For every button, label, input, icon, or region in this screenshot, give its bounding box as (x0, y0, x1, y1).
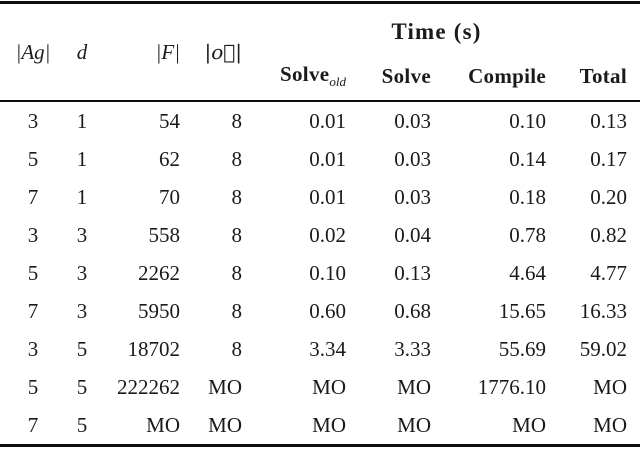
header-row-group: |Ag| d |F| |o⃗| Time (s) (0, 3, 640, 64)
table-row: 7 3 5950 8 0.60 0.68 15.65 16.33 (0, 292, 640, 330)
table-cell: 5 (27, 260, 39, 285)
table-row: 5 3 2262 8 0.10 0.13 4.64 4.77 (0, 254, 640, 292)
table-cell: 0.18 (509, 184, 546, 209)
solve-old-label: Solve (280, 61, 330, 86)
table-cell: 0.13 (394, 260, 431, 285)
table-cell: 3.34 (309, 336, 346, 361)
table-cell: MO (397, 374, 431, 399)
table-cell: 3 (76, 260, 88, 285)
table-cell: 222262 (117, 374, 180, 399)
table-cell: 5 (76, 412, 88, 437)
header-cell-solve-old: Solveold (246, 52, 350, 101)
table-cell: 8 (231, 222, 243, 247)
table-cell: 8 (231, 260, 243, 285)
table-cell: 1 (76, 146, 88, 171)
table-cell: 54 (159, 108, 180, 133)
table-cell: 3 (27, 222, 39, 247)
table-cell: 62 (159, 146, 180, 171)
table-cell: 8 (231, 108, 243, 133)
table-cell: 70 (159, 184, 180, 209)
table-cell: 0.13 (590, 108, 627, 133)
table-row: 3 1 54 8 0.01 0.03 0.10 0.13 (0, 101, 640, 140)
header-cell-o-vec: |o⃗| (204, 40, 242, 64)
table-cell: MO (208, 374, 242, 399)
table-row: 7 1 70 8 0.01 0.03 0.18 0.20 (0, 178, 640, 216)
table-cell: 5 (76, 374, 88, 399)
table-cell: 3.33 (394, 336, 431, 361)
table-cell: 0.02 (309, 222, 346, 247)
table-cell: 3 (76, 298, 88, 323)
table-cell: 59.02 (579, 336, 627, 361)
table-cell: MO (208, 412, 242, 437)
header-row-sub: Solveold Solve Compile Total (0, 52, 640, 101)
table-cell: MO (593, 412, 627, 437)
header-cell-solve: Solve (381, 63, 431, 88)
table-cell: 18702 (127, 336, 181, 361)
table-cell: 2262 (138, 260, 180, 285)
table-header: |Ag| d |F| |o⃗| Time (s) Solveold Solve … (0, 3, 640, 101)
table-cell: 8 (231, 184, 243, 209)
table-cell: 7 (27, 412, 39, 437)
table-cell: 0.03 (394, 108, 431, 133)
table-cell: 1 (76, 108, 88, 133)
header-cell-time-group: Time (s) (391, 19, 482, 44)
header-cell-compile: Compile (468, 63, 546, 88)
table-cell: 0.78 (509, 222, 546, 247)
table-cell: 3 (76, 222, 88, 247)
table-row: 7 5 MO MO MO MO MO MO (0, 406, 640, 446)
table-cell: 8 (231, 146, 243, 171)
table-cell: 0.01 (309, 184, 346, 209)
header-cell-total: Total (579, 63, 627, 88)
table-cell: 3 (27, 108, 39, 133)
table-cell: 0.82 (590, 222, 627, 247)
table-cell: 0.20 (590, 184, 627, 209)
table-cell: 5 (76, 336, 88, 361)
table-cell: 15.65 (498, 298, 546, 323)
table-cell: MO (312, 374, 346, 399)
header-cell-d: d (76, 39, 88, 64)
table-cell: 0.14 (509, 146, 546, 171)
table-cell: 4.77 (590, 260, 627, 285)
table-row: 3 5 18702 8 3.34 3.33 55.69 59.02 (0, 330, 640, 368)
table-cell: 0.17 (590, 146, 627, 171)
table-cell: 7 (27, 184, 39, 209)
table-cell: 1 (76, 184, 88, 209)
table-cell: 5950 (138, 298, 180, 323)
table-row: 3 3 558 8 0.02 0.04 0.78 0.82 (0, 216, 640, 254)
table-cell: 8 (231, 336, 243, 361)
table-cell: 5 (27, 374, 39, 399)
table-cell: MO (512, 412, 546, 437)
table-cell: MO (312, 412, 346, 437)
table-cell: 8 (231, 298, 243, 323)
table-cell: 0.68 (394, 298, 431, 323)
table-cell: 0.60 (309, 298, 346, 323)
table-cell: 0.03 (394, 146, 431, 171)
header-cell-f: |F| (155, 39, 180, 64)
table-cell: 0.01 (309, 108, 346, 133)
table-cell: 4.64 (509, 260, 546, 285)
table-row: 5 5 222262 MO MO MO 1776.10 MO (0, 368, 640, 406)
table-cell: 0.01 (309, 146, 346, 171)
table-cell: MO (146, 412, 180, 437)
table-cell: 3 (27, 336, 39, 361)
table-cell: 7 (27, 298, 39, 323)
table-cell: MO (397, 412, 431, 437)
header-cell-ag: |Ag| (15, 39, 51, 64)
table-cell: 0.10 (509, 108, 546, 133)
table-cell: 0.03 (394, 184, 431, 209)
solve-old-subscript: old (329, 74, 346, 90)
table-cell: MO (593, 374, 627, 399)
table-cell: 0.10 (309, 260, 346, 285)
table-cell: 1776.10 (477, 374, 546, 399)
table-cell: 16.33 (579, 298, 627, 323)
table-cell: 558 (148, 222, 181, 247)
table-cell: 5 (27, 146, 39, 171)
table-row: 5 1 62 8 0.01 0.03 0.14 0.17 (0, 140, 640, 178)
table-cell: 0.04 (394, 222, 431, 247)
table-cell: 55.69 (498, 336, 546, 361)
table-body: 3 1 54 8 0.01 0.03 0.10 0.13 5 1 62 8 0.… (0, 101, 640, 446)
